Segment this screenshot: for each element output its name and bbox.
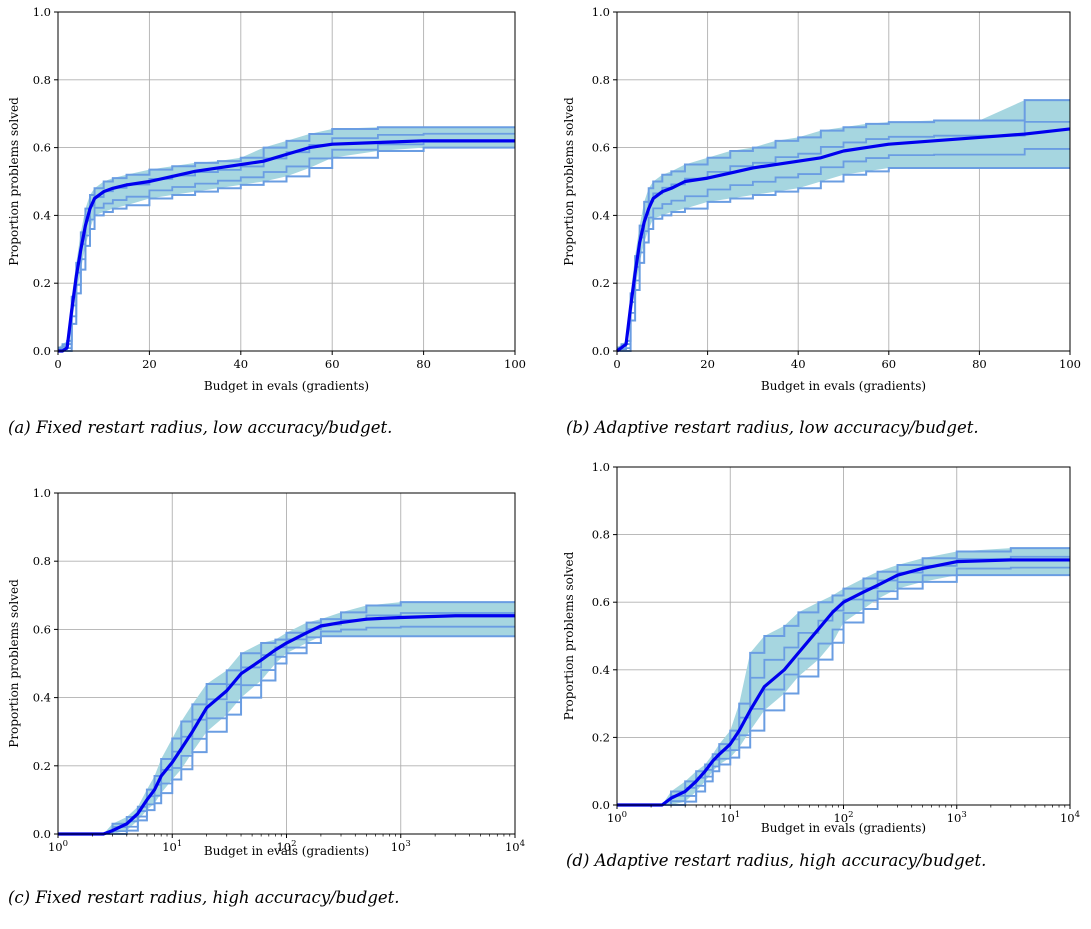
x-tick-label: 100	[504, 357, 526, 371]
y-tick-label: 1.0	[592, 5, 610, 19]
y-tick-label: 0.8	[592, 528, 610, 542]
y-tick-label: 0.8	[592, 73, 610, 87]
x-tick-label: 20	[700, 357, 715, 371]
plot-frame	[616, 11, 1071, 352]
x-tick-label: 103	[391, 839, 411, 854]
y-tick-label: 0.6	[592, 141, 610, 155]
median-line	[617, 558, 1070, 807]
median-line	[58, 614, 515, 836]
y-tick-label: 0.6	[33, 622, 51, 636]
caption-c: (c) Fixed restart radius, high accuracy/…	[8, 888, 400, 907]
y-axis-label: Proportion problems solved	[7, 579, 21, 748]
x-tick-label: 60	[325, 357, 340, 371]
x-tick-label: 104	[1060, 810, 1080, 825]
x-tick-label: 100	[1059, 357, 1081, 371]
chart-panel-b: 0.0 0.2 0.4 0.6 0.8 1.0 0 20 40 60 80 100 Budget in …	[555, 0, 1091, 400]
x-tick-label: 0	[54, 357, 61, 371]
y-tick-label: 0.0	[592, 798, 610, 812]
y-axis-label: Proportion problems solved	[562, 551, 576, 720]
chart-a: 0.0 0.2 0.4 0.6 0.8 1.0 0 20 40 60 80 100 Budget in …	[7, 5, 526, 393]
caption-b: (b) Adaptive restart radius, low accurac…	[566, 418, 979, 437]
y-tick-label: 0.4	[33, 208, 51, 222]
x-tick-label: 0	[613, 357, 620, 371]
y-tick-label: 1.0	[592, 460, 610, 474]
y-tick-label: 1.0	[33, 486, 51, 500]
chart-panel-a: 0.0 0.2 0.4 0.6 0.8 1.0 0 20 40 60 80 100 Budget in …	[0, 0, 545, 400]
y-tick-label: 0.8	[33, 554, 51, 568]
y-tick-label: 0.2	[33, 276, 51, 290]
y-tick-label: 0.2	[592, 276, 610, 290]
band-upper-line	[617, 547, 1070, 806]
y-tick-label: 0.4	[33, 691, 51, 705]
run-line	[58, 141, 515, 351]
band-area	[617, 100, 1070, 351]
chart-b: 0.0 0.2 0.4 0.6 0.8 1.0 0 20 40 60 80 100 Budget in …	[562, 5, 1081, 393]
x-tick-label: 100	[607, 810, 627, 825]
caption-d: (d) Adaptive restart radius, high accura…	[566, 851, 987, 870]
y-tick-label: 0.6	[33, 141, 51, 155]
x-tick-label: 40	[791, 357, 806, 371]
run-line	[617, 566, 1070, 806]
x-tick-label: 101	[162, 839, 182, 854]
chart-panel-d: 0.0 0.2 0.4 0.6 0.8 1.0 100 101 102 103 104 Budget …	[555, 450, 1091, 840]
y-tick-label: 0.2	[592, 730, 610, 744]
x-axis-label: Budget in evals (gradients)	[204, 844, 369, 858]
x-axis-label: Budget in evals (gradients)	[204, 379, 369, 393]
y-axis-label: Proportion problems solved	[7, 97, 21, 266]
band-lower-line	[617, 574, 1070, 806]
x-tick-label: 100	[48, 839, 68, 854]
x-tick-label: 80	[972, 357, 987, 371]
y-tick-label: 1.0	[33, 5, 51, 19]
x-tick-label: 103	[947, 810, 967, 825]
plot-frame	[57, 11, 516, 352]
y-tick-label: 0.0	[592, 344, 610, 358]
y-tick-label: 0.6	[592, 595, 610, 609]
caption-a: (a) Fixed restart radius, low accuracy/b…	[8, 418, 393, 437]
y-tick-label: 0.0	[33, 344, 51, 358]
y-tick-label: 0.8	[33, 73, 51, 87]
median-line	[58, 139, 515, 353]
y-tick-label: 0.2	[33, 759, 51, 773]
x-tick-label: 20	[142, 357, 157, 371]
x-tick-label: 40	[233, 357, 248, 371]
run-line	[58, 625, 515, 835]
x-tick-label: 101	[720, 810, 740, 825]
chart-panel-c: 0.0 0.2 0.4 0.6 0.8 1.0 100 101 102 103 104 Budget …	[0, 470, 545, 860]
median-line	[616, 127, 1071, 353]
y-tick-label: 0.4	[592, 663, 610, 677]
x-tick-label: 80	[416, 357, 431, 371]
run-line	[617, 148, 1070, 351]
band-lower-line	[617, 166, 1070, 352]
x-tick-label: 60	[881, 357, 896, 371]
y-axis-label: Proportion problems solved	[562, 97, 576, 266]
band-area	[58, 127, 515, 351]
y-tick-label: 0.0	[33, 827, 51, 841]
x-axis-label: Budget in evals (gradients)	[761, 379, 926, 393]
x-axis-label: Budget in evals (gradients)	[761, 821, 926, 835]
y-tick-label: 0.4	[592, 208, 610, 222]
x-tick-label: 104	[505, 839, 525, 854]
